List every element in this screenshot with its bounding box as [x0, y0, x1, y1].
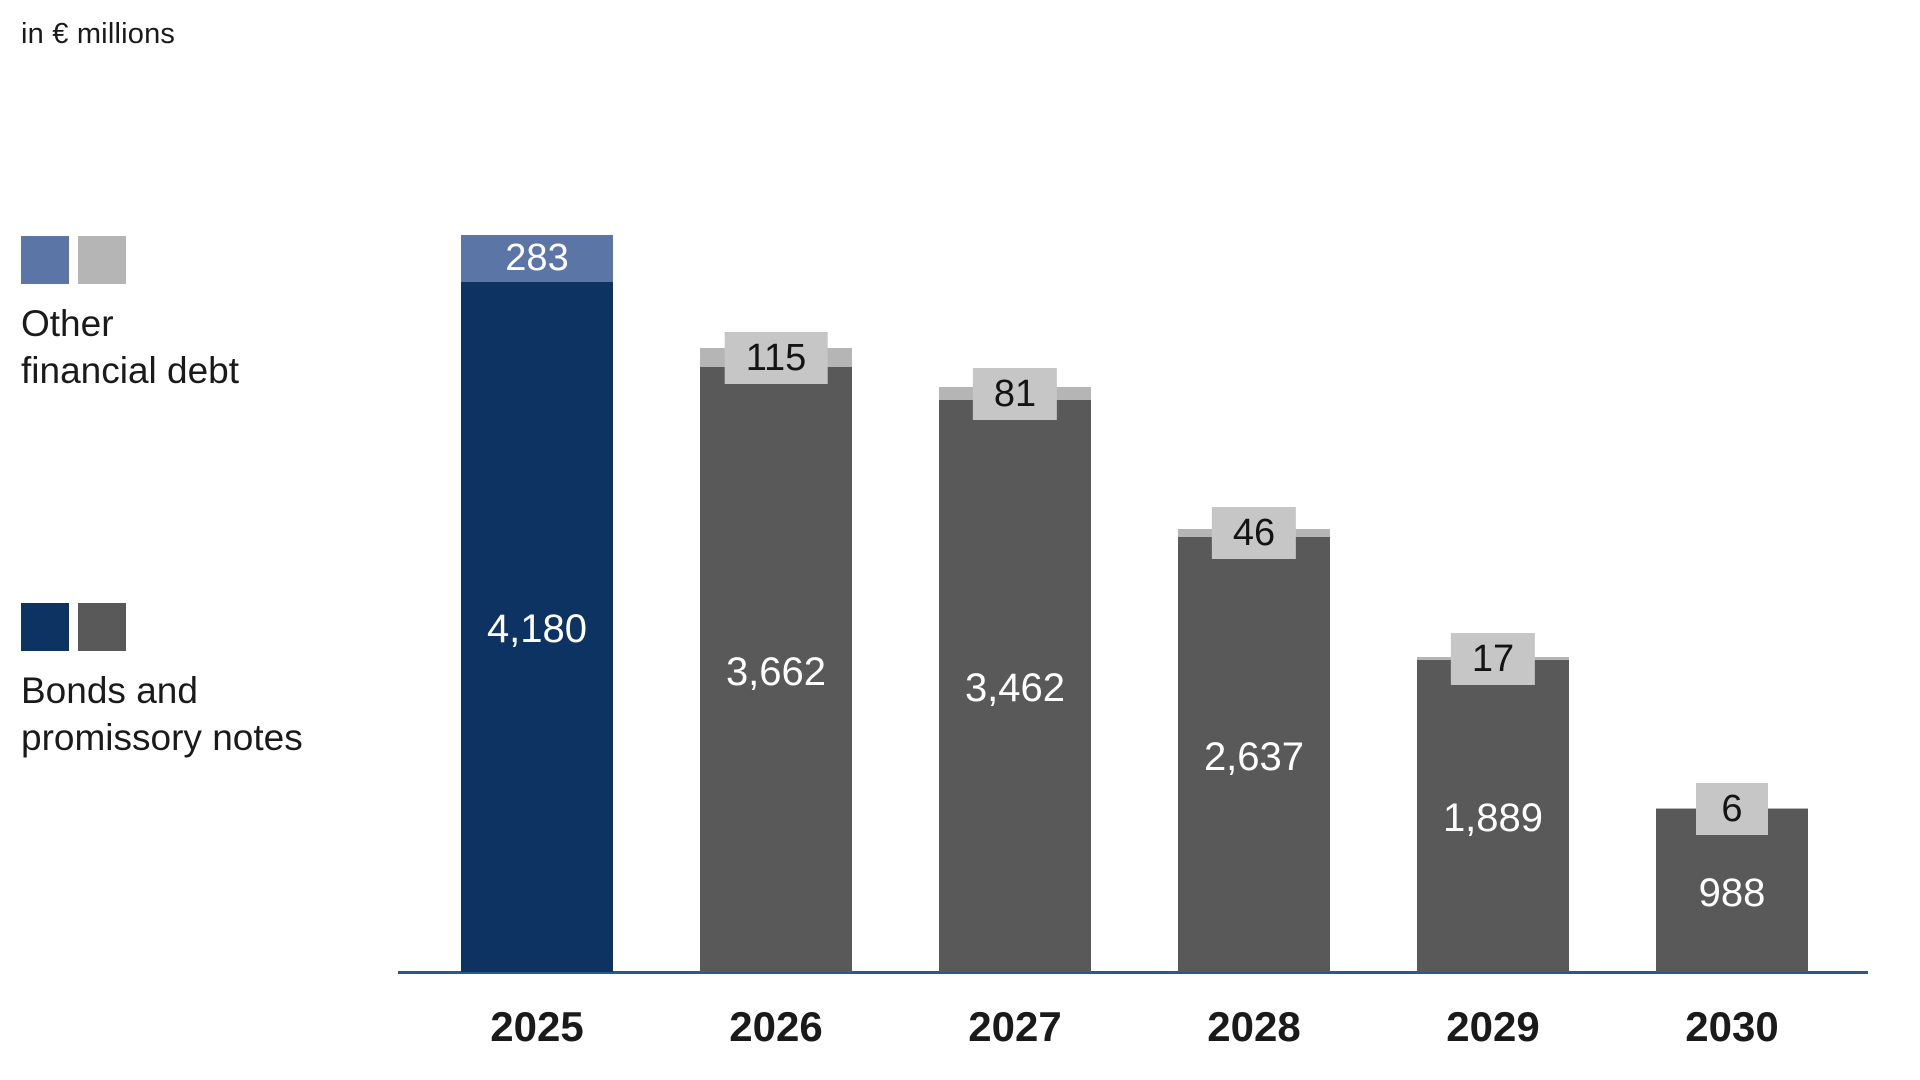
bar-value-bonds-2025: 4,180 [486, 607, 588, 651]
bar-segment-bonds-2028 [1178, 537, 1330, 972]
x-axis-label-2028: 2028 [1207, 1003, 1301, 1050]
bar-segment-bonds-2029 [1417, 660, 1569, 972]
bar-value-bonds-2026: 3,662 [725, 650, 827, 694]
legend-label-other-line1: Other [21, 303, 114, 344]
bar-value-other-2025: 283 [505, 237, 569, 279]
legend-label-other-line2: financial debt [21, 350, 240, 391]
legend-label-bonds: Bonds and promissory notes [21, 667, 303, 761]
legend-other-swatches [21, 236, 239, 284]
legend-swatch-other-highlight [21, 236, 69, 284]
legend-label-other: Other financial debt [21, 300, 239, 394]
bar-segment-other-2025 [461, 235, 613, 282]
bar-segment-bonds-2025 [461, 282, 613, 972]
bar-segment-bonds-2026 [700, 367, 852, 972]
x-axis-label-2027: 2027 [968, 1003, 1062, 1050]
x-axis-label-2025: 2025 [490, 1003, 584, 1050]
x-axis-baseline [398, 971, 1868, 974]
bar-segment-bonds-2027 [939, 400, 1091, 972]
legend-swatch-bonds-gray [78, 603, 126, 651]
bar-value-other-2028: 46 [1211, 507, 1297, 559]
bar-value-other-2026: 115 [724, 332, 828, 384]
bar-value-bonds-2029: 1,889 [1442, 796, 1544, 840]
bar-value-other-2029: 17 [1450, 633, 1536, 685]
legend-label-bonds-line2: promissory notes [21, 717, 303, 758]
legend-other-financial-debt: Other financial debt [21, 236, 239, 394]
chart-title: in € millions [21, 18, 176, 50]
legend-swatch-bonds-highlight [21, 603, 69, 651]
x-axis-label-2026: 2026 [729, 1003, 823, 1050]
bar-value-bonds-2028: 2,637 [1203, 735, 1305, 779]
x-axis-label-2030: 2030 [1685, 1003, 1779, 1050]
bar-value-other-2027: 81 [972, 368, 1058, 420]
x-axis-label-2029: 2029 [1446, 1003, 1540, 1050]
bar-segment-bonds-2030 [1656, 809, 1808, 972]
bar-value-other-2030: 6 [1696, 783, 1768, 835]
legend-bonds-promissory-notes: Bonds and promissory notes [21, 603, 303, 761]
bar-value-bonds-2030: 988 [1698, 871, 1766, 915]
legend-label-bonds-line1: Bonds and [21, 670, 198, 711]
legend-bonds-swatches [21, 603, 303, 651]
bar-value-bonds-2027: 3,462 [964, 666, 1066, 710]
legend-swatch-other-gray [78, 236, 126, 284]
